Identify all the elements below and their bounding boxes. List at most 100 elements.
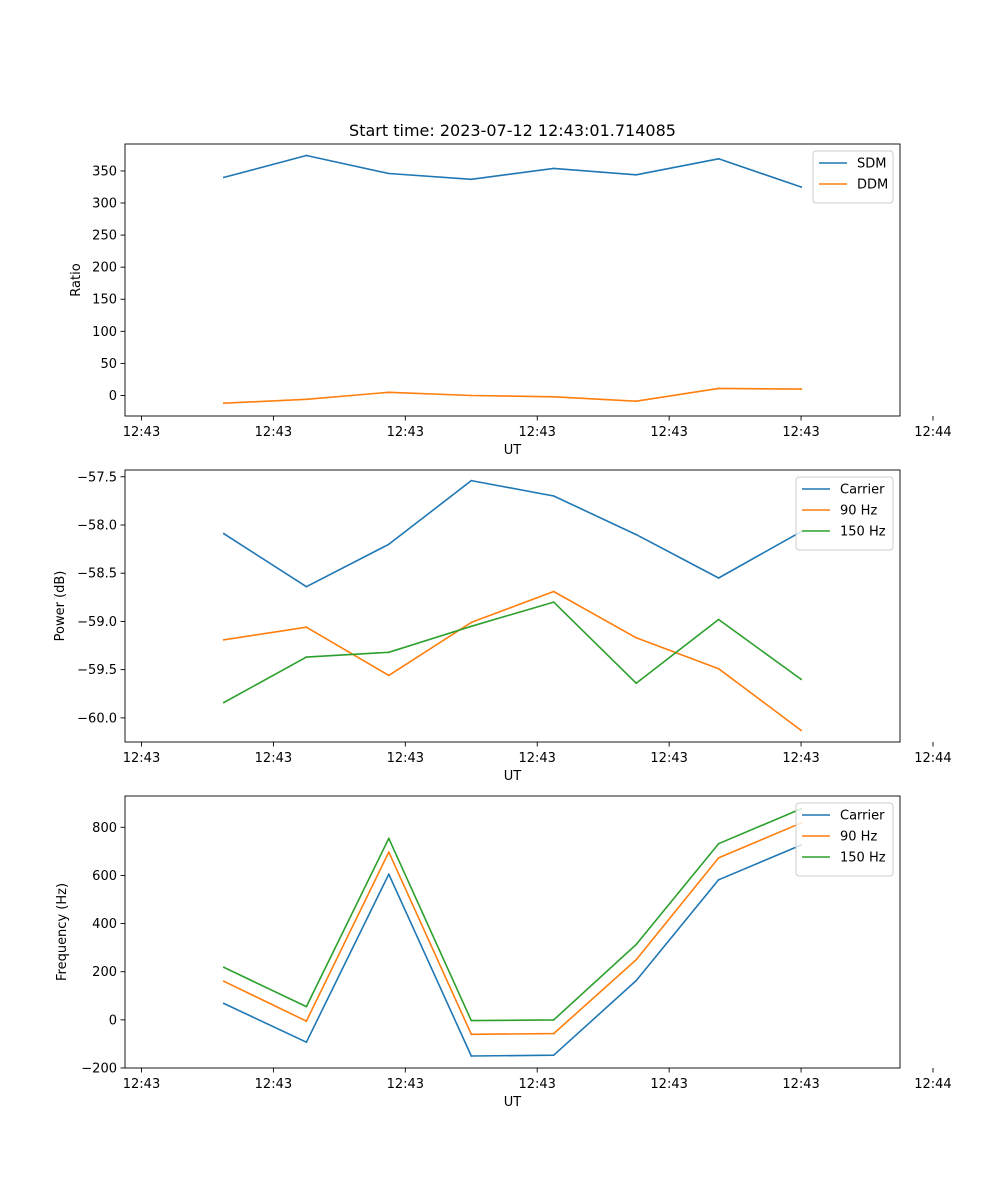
data-point-2-2-1 — [305, 1005, 308, 1008]
x-tick-label: 12:43 — [518, 751, 555, 766]
y-tick-label: −59.0 — [77, 615, 117, 630]
legend-label: SDM — [857, 157, 886, 172]
data-point-1-1-3 — [470, 621, 473, 624]
data-point-2-0-1 — [305, 1041, 308, 1044]
x-tick-label: 12:43 — [123, 425, 160, 440]
x-tick-label: 12:43 — [255, 425, 292, 440]
y-tick-label: 600 — [92, 869, 117, 884]
x-axis-label: UT — [504, 769, 522, 784]
data-point-2-2-6 — [717, 842, 720, 845]
x-tick-label: 12:43 — [518, 425, 555, 440]
legend-label: 150 Hz — [840, 525, 886, 540]
data-point-1-0-4 — [552, 495, 555, 497]
y-tick-label: 100 — [92, 325, 117, 340]
x-tick-label: 12:43 — [387, 751, 424, 766]
data-point-0-0-6 — [717, 157, 720, 160]
data-point-2-0-5 — [635, 979, 638, 982]
y-tick-label: −58.5 — [77, 567, 117, 582]
data-point-1-2-1 — [305, 656, 308, 658]
data-point-2-0-3 — [470, 1055, 473, 1057]
data-point-0-1-5 — [635, 400, 638, 403]
data-point-1-0-5 — [635, 533, 638, 536]
data-point-0-1-0 — [223, 402, 225, 405]
data-point-2-1-0 — [223, 980, 225, 983]
legend-label: 90 Hz — [840, 504, 877, 519]
x-tick-label: 12:43 — [255, 1077, 292, 1092]
data-point-2-1-3 — [470, 1033, 473, 1036]
y-tick-label: 0 — [109, 389, 117, 404]
data-point-1-1-0 — [223, 638, 225, 641]
data-point-0-1-1 — [305, 398, 308, 401]
data-point-1-1-4 — [552, 590, 555, 593]
data-point-0-0-7 — [800, 186, 802, 188]
series-line-2-0 — [222, 844, 803, 1057]
data-point-2-0-6 — [717, 878, 720, 881]
data-point-0-1-3 — [470, 394, 473, 397]
data-point-2-1-2 — [387, 851, 390, 853]
x-tick-label: 12:43 — [782, 425, 819, 440]
data-point-2-0-2 — [387, 873, 390, 876]
y-tick-label: −200 — [81, 1062, 117, 1077]
data-point-1-1-5 — [635, 636, 638, 639]
y-tick-label: −57.5 — [77, 470, 117, 485]
data-point-1-2-6 — [717, 618, 720, 621]
x-axis-label: UT — [504, 1095, 522, 1110]
data-point-0-0-4 — [552, 167, 555, 170]
y-axis-label: Ratio — [69, 263, 84, 296]
x-tick-label: 12:43 — [123, 1077, 160, 1092]
x-tick-label: 12:44 — [914, 1077, 951, 1092]
data-point-1-2-4 — [552, 601, 555, 603]
data-point-2-1-5 — [635, 958, 638, 961]
data-point-2-0-4 — [552, 1054, 555, 1057]
x-tick-label: 12:43 — [782, 751, 819, 766]
data-point-2-1-4 — [552, 1032, 555, 1035]
axes-frame-2 — [124, 795, 901, 1069]
y-tick-label: 50 — [100, 357, 117, 372]
legend-label: Carrier — [840, 809, 885, 824]
legend-label: Carrier — [840, 483, 885, 498]
data-point-0-1-4 — [552, 395, 555, 398]
data-point-0-0-5 — [635, 173, 638, 176]
data-point-2-0-0 — [223, 1002, 225, 1005]
axes-frame-1 — [124, 469, 901, 743]
y-tick-label: 300 — [92, 197, 117, 212]
data-point-0-1-2 — [387, 391, 390, 394]
series-line-2-1 — [222, 821, 803, 1036]
data-point-1-1-6 — [717, 667, 720, 670]
x-tick-label: 12:43 — [387, 425, 424, 440]
legend-label: 90 Hz — [840, 830, 877, 845]
legend-box-0 — [812, 150, 894, 204]
data-point-1-1-7 — [800, 729, 802, 732]
data-point-1-2-0 — [223, 701, 225, 704]
data-point-1-0-0 — [223, 532, 225, 535]
data-point-0-1-6 — [717, 387, 720, 390]
x-tick-label: 12:43 — [255, 751, 292, 766]
y-tick-label: 350 — [92, 164, 117, 179]
y-axis-label: Power (dB) — [53, 571, 68, 642]
legend-label: DDM — [857, 178, 888, 193]
y-tick-label: 400 — [92, 917, 117, 932]
x-tick-label: 12:43 — [123, 751, 160, 766]
x-tick-label: 12:44 — [914, 751, 951, 766]
data-point-2-2-4 — [552, 1019, 555, 1021]
x-tick-label: 12:43 — [518, 1077, 555, 1092]
data-point-0-0-3 — [470, 178, 473, 181]
series-line-2-2 — [222, 807, 803, 1022]
x-tick-label: 12:43 — [650, 1077, 687, 1092]
x-axis-label: UT — [504, 443, 522, 458]
data-point-0-1-7 — [800, 388, 802, 390]
y-tick-label: 150 — [92, 293, 117, 308]
series-line-0-1 — [223, 387, 802, 405]
y-tick-label: −58.0 — [77, 518, 117, 533]
data-point-2-1-6 — [717, 857, 720, 859]
y-tick-label: 800 — [92, 821, 117, 836]
y-tick-label: −59.5 — [77, 663, 117, 678]
data-point-1-2-3 — [470, 625, 473, 628]
series-line-1-0 — [222, 479, 803, 588]
data-point-2-2-5 — [635, 943, 638, 946]
data-point-1-1-1 — [305, 626, 308, 629]
data-point-0-0-2 — [387, 172, 390, 175]
x-tick-label: 12:43 — [782, 1077, 819, 1092]
data-point-1-0-6 — [717, 577, 720, 579]
